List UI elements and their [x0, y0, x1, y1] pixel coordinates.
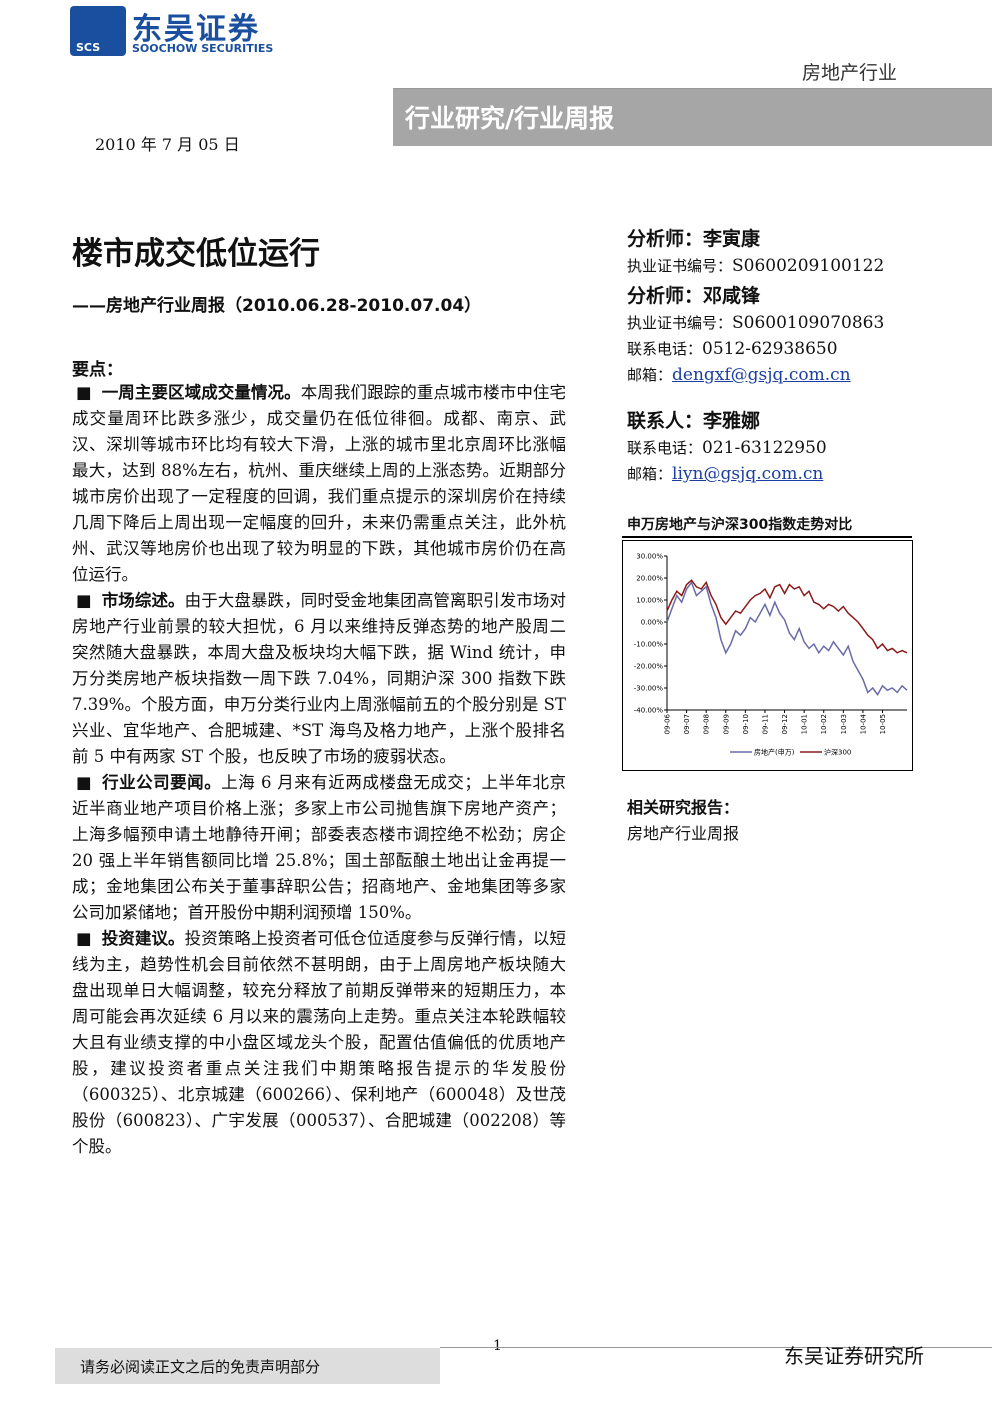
- analyst-name-label: 分析师：邓咸锋: [627, 285, 761, 307]
- analyst-cert-value: S0600109070863: [732, 313, 885, 333]
- key-point-text: 投资策略上投资者可低仓位适度参与反弹行情，以短线为主，趋势性机会目前依然不甚明朗…: [72, 929, 567, 1156]
- y-tick-label: -30.00%: [634, 685, 664, 693]
- x-tick-label: 09-09: [722, 714, 730, 734]
- chart-title: 申万房地产与沪深300指数走势对比: [627, 517, 853, 533]
- subtitle: ——房地产行业周报（2010.06.28-2010.07.04）: [72, 296, 482, 316]
- analyst-email-value: dengxf@gsjq.com.cn: [672, 365, 851, 385]
- bullet: ■: [76, 591, 92, 610]
- footer-box: 请务必阅读正文之后的免责声明部分: [55, 1348, 440, 1384]
- related-item: 房地产行业周报: [627, 824, 740, 843]
- analyst-cert-value: S0600209100122: [732, 256, 885, 276]
- analyst-name: 分析师：李寅康: [627, 226, 967, 253]
- logo-name: 东吴证券: [132, 12, 260, 47]
- logo-english: SOOCHOW SECURITIES: [132, 42, 274, 55]
- analyst-phone-label: 联系电话：: [627, 340, 703, 358]
- contact-phone: 联系电话：021-63122950: [627, 435, 967, 461]
- y-tick-label: 0.00%: [641, 619, 664, 627]
- key-point-text: 上海 6 月来有近两成楼盘无成交；上半年北京近半商业地产项目价格上涨；多家上市公…: [72, 773, 566, 922]
- contact-phone-label: 联系电话：: [627, 439, 703, 457]
- x-tick-label: 09-07: [683, 714, 691, 734]
- analyst-phone: 联系电话：0512-62938650: [627, 336, 967, 362]
- analyst-phone-value: 0512-62938650: [702, 339, 838, 359]
- contact-email-label: 邮箱：: [627, 465, 673, 483]
- right-column: 分析师：李寅康 执业证书编号：S0600209100122 分析师：邓咸锋 执业证书编…: [627, 226, 967, 487]
- rule: [440, 1347, 992, 1348]
- rule: [393, 88, 992, 89]
- analyst-email: 邮箱：dengxf@gsjq.com.cn: [627, 362, 967, 388]
- contact-email: 邮箱：liyn@gsjq.com.cn: [627, 461, 967, 487]
- analyst-name-value: 邓咸锋: [703, 285, 761, 307]
- key-point-text: 本周我们跟踪的重点城市楼市中住宅成交量周环比跌多涨少，成交量仍在低位徘徊。成都、…: [72, 383, 567, 584]
- chart: 30.00% 20.00% 10.00% 0.00% -10.00% -20.00% -30…: [622, 540, 913, 771]
- disclaimer: 请务必阅读正文之后的免责声明部分: [80, 1358, 321, 1376]
- x-tick-label: 09-10: [742, 714, 750, 734]
- x-tick-label: 10-05: [879, 714, 887, 734]
- banner: 行业研究/行业周报: [393, 89, 992, 146]
- logo-abbr: SCS: [76, 41, 101, 54]
- x-tick-label: 10-03: [840, 714, 848, 734]
- page-number: 1: [493, 1338, 502, 1354]
- contact-email-value: liyn@gsjq.com.cn: [672, 464, 824, 484]
- key-point: ■ 投资建议。投资策略上投资者可低仓位适度参与反弹行情，以短线为主，趋势性机会目前…: [72, 926, 566, 1160]
- key-point-text: 由于大盘暴跌，同时受金地集团高管离职引发市场对房地产行业前景的较大担忧，6 月以…: [72, 591, 567, 766]
- x-tick-label: 09-12: [781, 714, 789, 734]
- key-point: ■ 行业公司要闻。上海 6 月来有近两成楼盘无成交；上半年北京近半商业地产项目价格…: [72, 770, 566, 926]
- banner-text: 行业研究/行业周报: [405, 104, 615, 133]
- analyst-cert: 执业证书编号：S0600109070863: [627, 310, 967, 336]
- analyst-cert: 执业证书编号：S0600209100122: [627, 253, 967, 279]
- analyst-cert-label: 执业证书编号：: [627, 314, 733, 332]
- y-tick-label: -20.00%: [634, 663, 664, 671]
- rule: [622, 536, 912, 538]
- x-tick-label: 10-02: [820, 714, 828, 734]
- y-tick-label: 20.00%: [636, 575, 663, 583]
- analyst-name-label: 分析师：李寅康: [627, 228, 761, 250]
- section-heading: 要点：: [72, 360, 123, 380]
- key-point-lead: 行业公司要闻。: [102, 773, 222, 792]
- footer-institute: 东吴证券研究所: [784, 1344, 924, 1368]
- analyst-name-value: 李寅康: [703, 228, 761, 250]
- y-tick-label: -40.00%: [634, 707, 664, 715]
- sector: 房地产行业: [801, 62, 897, 84]
- key-point-lead: 一周主要区域成交量情况。: [101, 383, 301, 402]
- title: 楼市成交低位运行: [72, 236, 320, 272]
- x-tick-label: 10-01: [801, 714, 809, 734]
- y-tick-label: -10.00%: [634, 641, 664, 649]
- key-point-lead: 投资建议。: [101, 929, 185, 948]
- key-point: ■ 市场综述。由于大盘暴跌，同时受金地集团高管离职引发市场对房地产行业前景的较大担…: [72, 588, 566, 770]
- bullet: ■: [76, 929, 92, 948]
- chart-frame: [622, 540, 913, 771]
- series-line: [666, 580, 908, 696]
- analyst-email-label: 邮箱：: [627, 366, 673, 384]
- key-point: ■ 一周主要区域成交量情况。本周我们跟踪的重点城市楼市中住宅成交量周环比跌多涨少，…: [72, 380, 566, 588]
- key-point-lead: 市场综述。: [101, 591, 185, 610]
- series-line: [666, 579, 908, 654]
- x-tick-label: 10-04: [859, 713, 867, 734]
- legend-label: 沪深300: [824, 748, 851, 757]
- related-heading: 相关研究报告：: [627, 798, 740, 817]
- bullet: ■: [76, 773, 93, 792]
- legend-label: 房地产(申万): [754, 748, 795, 757]
- logo-mark: SCS: [70, 6, 126, 56]
- analyst-cert-label: 执业证书编号：: [627, 257, 733, 275]
- x-tick-label: 09-08: [703, 714, 711, 734]
- date: 2010 年 7 月 05 日: [95, 135, 240, 154]
- x-tick-label: 09-06: [664, 713, 672, 734]
- y-tick-label: 30.00%: [636, 553, 663, 561]
- x-tick-label: 09-11: [761, 714, 769, 734]
- contact-phone-value: 021-63122950: [702, 438, 827, 458]
- contact-name-value: 李雅娜: [703, 410, 761, 432]
- analyst-name: 分析师：邓咸锋: [627, 283, 967, 310]
- contact-name: 联系人：李雅娜: [627, 408, 967, 435]
- y-tick-label: 10.00%: [636, 597, 663, 605]
- bullet: ■: [76, 383, 92, 402]
- key-points: ■ 一周主要区域成交量情况。本周我们跟踪的重点城市楼市中住宅成交量周环比跌多涨少，…: [72, 380, 566, 1160]
- contact-name-label: 联系人：李雅娜: [627, 410, 761, 432]
